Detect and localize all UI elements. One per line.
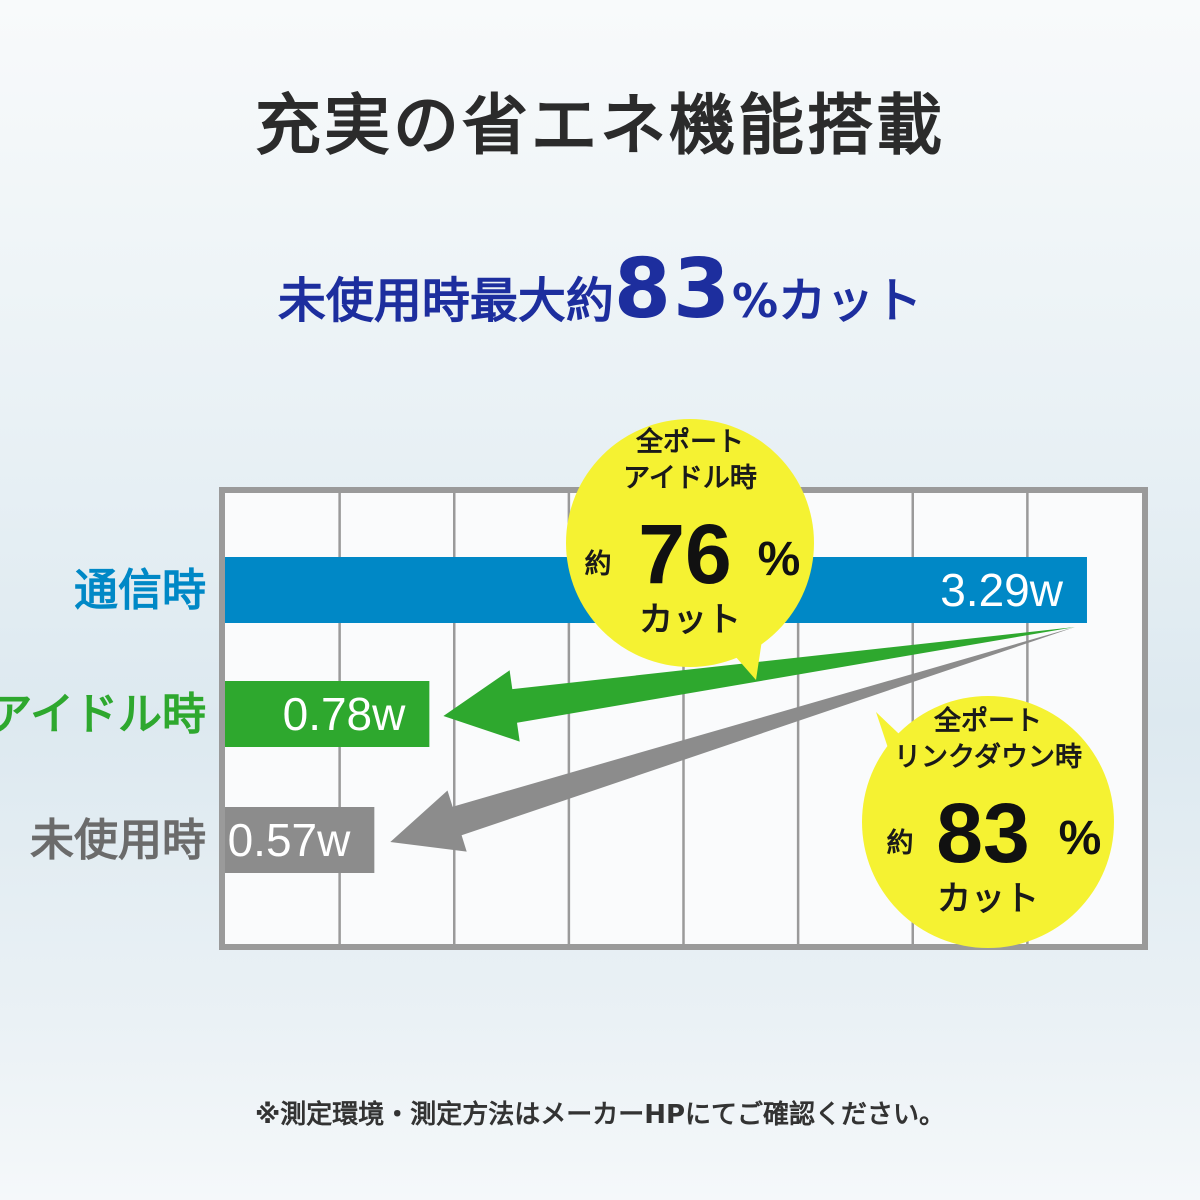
bubble-line2: アイドル時 [623, 463, 757, 494]
bubble-approx: 約 [585, 548, 612, 580]
headline-number: 83 [613, 242, 733, 337]
bubble-circle [566, 419, 814, 667]
bar [225, 807, 375, 873]
bubble-percent: % [758, 533, 801, 586]
bubble-line2: リンクダウン時 [894, 741, 1082, 773]
bubble-circle [862, 696, 1114, 948]
headline-prefix: 未使用時最大約 [277, 273, 614, 329]
arrow-to-idle [443, 627, 1075, 742]
bubble-percent: % [1059, 812, 1102, 865]
category-label: アイドル時 [0, 689, 206, 740]
page-title: 充実の省エネ機能搭載 [255, 87, 945, 164]
bubble-approx: 約 [887, 827, 914, 859]
category-label: 通信時 [74, 565, 206, 616]
headline-percent: % [732, 274, 779, 328]
bubble-cut: カット [937, 879, 1039, 919]
value-label: 0.57w [228, 814, 352, 866]
bubble-cut: カット [639, 600, 741, 640]
bubble-number: 76 [638, 507, 731, 601]
arrow-to-unused [390, 627, 1075, 852]
bars: 3.29w 通信時 0.78w アイドル時 0.57w 未使用時 [0, 557, 1087, 873]
bar [225, 681, 430, 747]
headline-suffix: カット [778, 273, 923, 329]
value-label: 3.29w [940, 564, 1064, 616]
bubble-line1: 全ポート [933, 705, 1042, 737]
headline: 未使用時最大約83%カット [0, 242, 1200, 337]
value-label: 0.78w [283, 688, 407, 740]
category-label: 未使用時 [30, 815, 206, 866]
bubble-number: 83 [936, 786, 1029, 880]
arrows [390, 627, 1075, 852]
bubble-line1: 全ポート [635, 426, 744, 458]
footnote: ※測定環境・測定方法はメーカーHPにてご確認ください。 [254, 1100, 946, 1130]
